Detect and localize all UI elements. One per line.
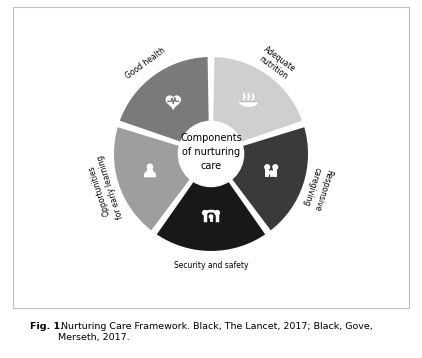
- Text: Security and safety: Security and safety: [174, 261, 248, 270]
- Text: Components
of nurturing
care: Components of nurturing care: [180, 133, 242, 171]
- Circle shape: [179, 121, 243, 187]
- Circle shape: [209, 215, 213, 218]
- Text: Fig. 1.: Fig. 1.: [30, 322, 63, 331]
- Text: Responsive
caregiving: Responsive caregiving: [301, 165, 333, 212]
- Wedge shape: [118, 55, 211, 154]
- Polygon shape: [240, 101, 258, 106]
- Text: Good health: Good health: [124, 46, 167, 81]
- Circle shape: [273, 165, 278, 169]
- Wedge shape: [211, 55, 304, 154]
- Polygon shape: [148, 169, 152, 174]
- Text: Adequate
nutrition: Adequate nutrition: [256, 45, 298, 83]
- Text: Nurturing Care Framework. Black, The Lancet, 2017; Black, Gove,
Merseth, 2017.: Nurturing Care Framework. Black, The Lan…: [58, 322, 373, 342]
- Circle shape: [147, 164, 152, 169]
- Text: Opportunities
for early learning: Opportunities for early learning: [85, 154, 124, 223]
- Circle shape: [203, 211, 207, 215]
- Polygon shape: [166, 96, 180, 109]
- Wedge shape: [112, 125, 211, 233]
- Polygon shape: [145, 174, 155, 176]
- Circle shape: [265, 165, 270, 169]
- Wedge shape: [154, 154, 268, 253]
- Circle shape: [270, 171, 273, 175]
- Circle shape: [215, 211, 219, 215]
- Wedge shape: [211, 125, 310, 233]
